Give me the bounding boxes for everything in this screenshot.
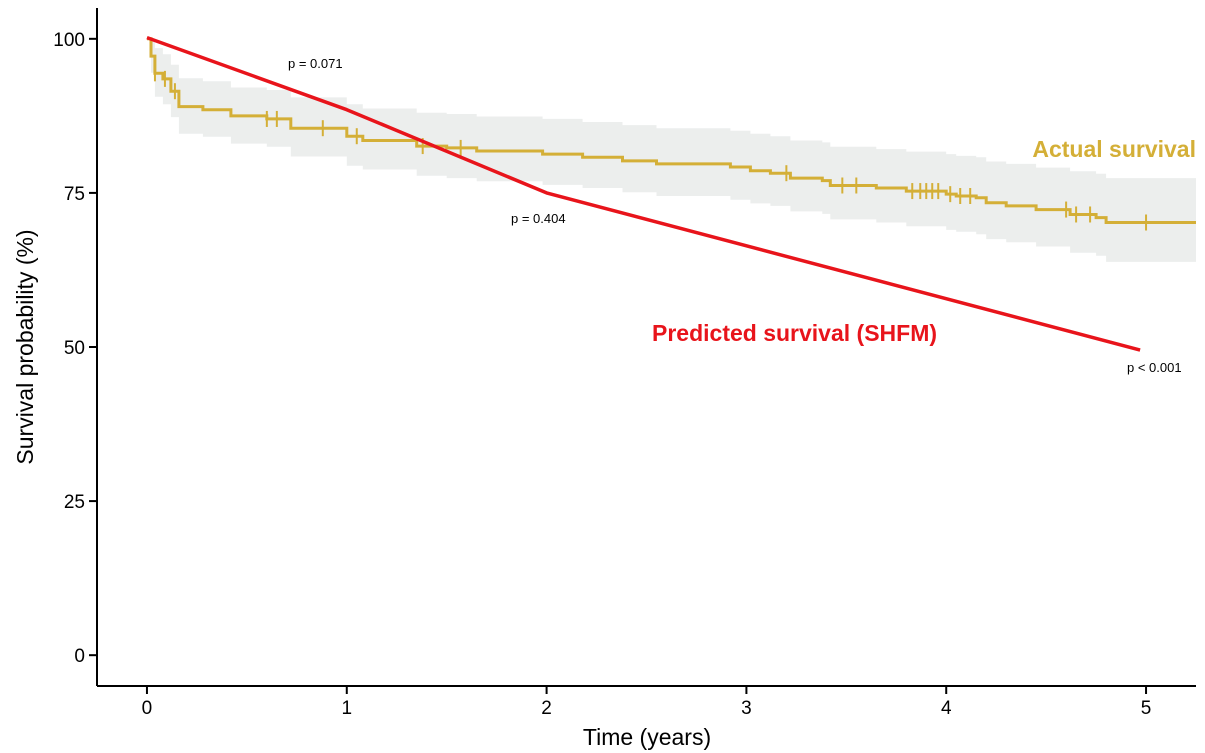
x-tick-label: 4 — [941, 698, 952, 719]
x-tick-label: 1 — [341, 698, 352, 719]
y-tick-label: 25 — [64, 492, 85, 513]
p-value-year-2: p = 0.404 — [511, 211, 566, 226]
y-tick-label: 0 — [74, 646, 85, 667]
y-tick-label: 100 — [53, 30, 85, 51]
predicted-survival-label: Predicted survival (SHFM) — [652, 320, 937, 346]
x-tick-label: 0 — [142, 698, 153, 719]
actual-survival-label: Actual survival — [1032, 136, 1196, 162]
y-tick-label: 75 — [64, 184, 85, 205]
plot-area — [146, 35, 1196, 352]
predicted-survival-line — [146, 35, 1141, 352]
x-tick-label: 3 — [741, 698, 752, 719]
x-axis-title: Time (years) — [583, 724, 711, 750]
actual-survival-line — [147, 37, 1196, 224]
x-tick-label: 2 — [541, 698, 552, 719]
confidence-band — [147, 38, 1196, 262]
p-value-year-1: p = 0.071 — [288, 56, 343, 71]
p-value-year-5: p < 0.001 — [1127, 360, 1182, 375]
x-tick-label: 5 — [1141, 698, 1152, 719]
y-axis-title: Survival probability (%) — [12, 229, 38, 464]
y-tick-label: 50 — [64, 338, 85, 359]
